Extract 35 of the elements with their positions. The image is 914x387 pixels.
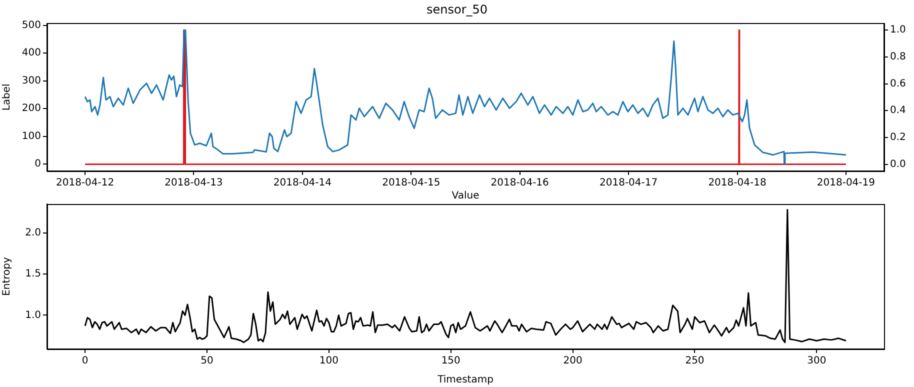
x-axis-title: Value (452, 190, 480, 202)
y-tick-label: 1.5 (25, 268, 41, 280)
y-tick-label: 1.0 (25, 310, 41, 321)
x-tick-label: 0 (82, 356, 88, 367)
y-tick-label: 500 (22, 20, 41, 31)
y-tick-label: 400 (22, 48, 41, 59)
y-tick-label: 200 (22, 103, 41, 114)
x-tick-label: 300 (807, 356, 826, 367)
x-tick-label: 2018-04-16 (490, 178, 549, 189)
x-tick-label: 2018-04-17 (599, 178, 658, 189)
x-tick-label: 200 (563, 356, 582, 367)
x-tick-label: 150 (441, 356, 460, 367)
x-tick-label: 2018-04-19 (816, 178, 876, 189)
y2-tick-label: 1.0 (890, 24, 906, 36)
y2-tick-label: 0.0 (890, 158, 906, 170)
y-tick-label: 0 (34, 158, 41, 170)
y2-tick-label: 0.8 (890, 52, 906, 63)
y-tick-label: 300 (22, 75, 41, 86)
y-axis-title: Label (2, 84, 13, 111)
x-tick-label: 100 (319, 356, 338, 367)
x-axis-title: Timestamp (436, 374, 494, 386)
x-tick-label: 2018-04-12 (56, 178, 114, 189)
x-tick-label: 250 (685, 356, 704, 367)
y2-tick-label: 0.4 (890, 105, 906, 116)
x-tick-label: 2018-04-14 (273, 178, 332, 189)
y-axis-title: Entropy (2, 256, 13, 296)
y-tick-label: 100 (22, 130, 41, 142)
x-tick-label: 2018-04-18 (708, 178, 766, 189)
y2-tick-label: 0.2 (890, 132, 906, 144)
y2-tick-label: 0.6 (890, 78, 906, 90)
x-tick-label: 2018-04-13 (164, 178, 223, 189)
x-tick-label: 50 (200, 356, 214, 367)
chart-title: sensor_50 (426, 2, 488, 16)
y-tick-label: 2.0 (25, 227, 41, 238)
x-tick-label: 2018-04-15 (382, 178, 440, 189)
